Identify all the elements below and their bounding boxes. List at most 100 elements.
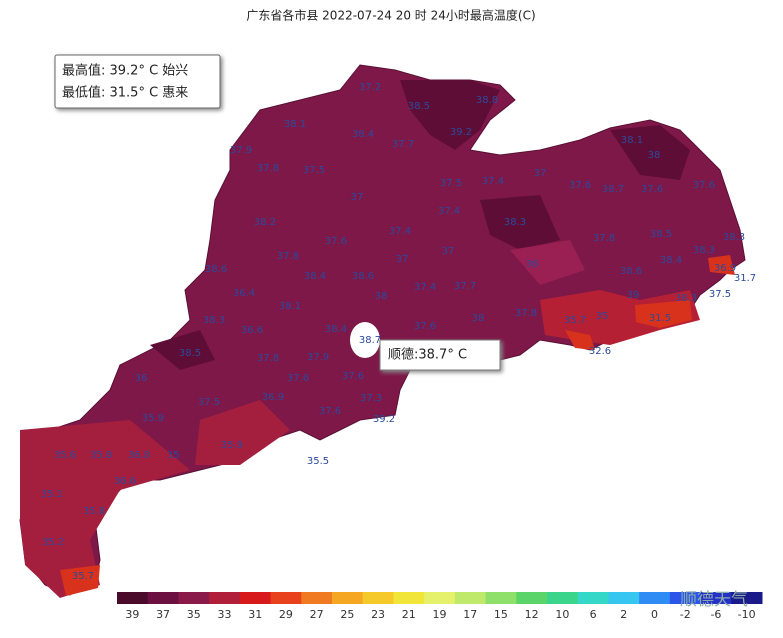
colorbar-segment [362, 592, 394, 604]
county-value: 37.5 [440, 178, 462, 189]
county-value: 37.4 [414, 282, 436, 293]
colorbar-label: 33 [218, 608, 232, 621]
colorbar-segment [393, 592, 425, 604]
county-value: 35.7 [564, 315, 586, 326]
colorbar-segment [547, 592, 579, 604]
colorbar-label: 29 [279, 608, 293, 621]
county-value: 37 [351, 192, 364, 203]
county-value: 37.6 [287, 373, 309, 384]
county-value: 38 [472, 313, 485, 324]
county-value: 38.3 [693, 245, 715, 256]
county-value: 36 [135, 373, 148, 384]
county-value: 37 [534, 168, 547, 179]
colorbar-label: 19 [433, 608, 447, 621]
county-value: 35.1 [41, 489, 63, 500]
county-value: 37 [442, 246, 455, 257]
county-value: 37.6 [342, 371, 364, 382]
colorbar-segment [270, 592, 302, 604]
county-value: 37.7 [454, 281, 476, 292]
colorbar-label: 25 [340, 608, 354, 621]
summary-box: 最高值: 39.2° C 始兴 最低值: 31.5° C 惠来 [54, 54, 221, 109]
county-value: 38.8 [476, 95, 498, 106]
colorbar-segment [178, 592, 210, 604]
county-value: 38.3 [504, 217, 526, 228]
county-value: 37.6 [693, 180, 715, 191]
colorbar-segment [147, 592, 179, 604]
tooltip: 顺德:38.7° C [379, 339, 501, 371]
county-value: 37.5 [709, 289, 731, 300]
county-value: 37.8 [277, 251, 299, 262]
colorbar: 39 37 35 33 31 29 27 25 23 21 19 17 15 12 10 6 2 0 -2 -6 -10 [117, 592, 763, 621]
county-value: 37.6 [325, 236, 347, 247]
county-value: 37.6 [414, 321, 436, 332]
county-value: 36 [526, 259, 539, 270]
county-value: 36.4 [233, 288, 255, 299]
county-value: 36.6 [241, 325, 263, 336]
county-value: 38.6 [205, 264, 227, 275]
colorbar-segment [731, 592, 763, 604]
colorbar-label: 37 [156, 608, 170, 621]
county-value: 38.4 [325, 324, 347, 335]
county-value: 35.6 [54, 450, 76, 461]
county-value: 36.6 [114, 476, 136, 487]
county-value: 31.5 [649, 313, 671, 324]
colorbar-segment [700, 592, 732, 604]
colorbar-label: 35 [187, 608, 201, 621]
county-value: 35.7 [72, 571, 94, 582]
colorbar-label: 23 [371, 608, 385, 621]
county-value: 35.2 [42, 537, 64, 548]
county-value: 37.9 [307, 352, 329, 363]
tooltip-text: 顺德:38.7° C [388, 348, 467, 363]
colorbar-label: 31 [248, 608, 262, 621]
colorbar-label: 10 [555, 608, 569, 621]
county-value: 35.9 [142, 413, 164, 424]
colorbar-label: -2 [680, 608, 691, 621]
county-value: 39.2 [450, 127, 472, 138]
county-value: 38.1 [279, 301, 301, 312]
colorbar-label: 15 [494, 608, 508, 621]
county-value: 37.9 [230, 145, 252, 156]
county-value: 38.4 [660, 255, 682, 266]
colorbar-label: 21 [402, 608, 416, 621]
colorbar-label: 0 [651, 608, 658, 621]
county-value: 38 [648, 150, 661, 161]
county-value: 37.6 [569, 180, 591, 191]
colorbar-label: -6 [710, 608, 721, 621]
colorbar-label: 27 [310, 608, 324, 621]
colorbar-segment [669, 592, 702, 604]
county-value: 38.1 [621, 135, 643, 146]
county-value: 37.8 [257, 353, 279, 364]
county-value: 38.2 [254, 217, 276, 228]
county-value: 35 [596, 311, 609, 322]
county-value: 37.5 [198, 397, 220, 408]
colorbar-segment [608, 592, 640, 604]
county-value: 37.2 [359, 82, 381, 93]
colorbar-segment [117, 592, 149, 604]
county-value: 37.8 [257, 163, 279, 174]
colorbar-segment [454, 592, 487, 604]
county-value: 35 [167, 450, 180, 461]
region-shades [20, 80, 735, 598]
county-value: 38.3 [203, 315, 225, 326]
county-value: 38.4 [304, 271, 326, 282]
colorbar-segment [516, 592, 548, 604]
colorbar-segment [209, 592, 241, 604]
colorbar-label: 12 [525, 608, 539, 621]
colorbar-segment [639, 592, 671, 604]
county-value: 37.6 [319, 406, 341, 417]
county-value: 35.8 [90, 450, 112, 461]
colorbar-label: 17 [463, 608, 477, 621]
county-value: 37.4 [482, 176, 504, 187]
colorbar-segment [301, 592, 333, 604]
county-value: 31.7 [734, 273, 756, 284]
county-value: 37.4 [438, 206, 460, 217]
county-value: 37.8 [515, 308, 537, 319]
county-value: 35.8 [83, 506, 105, 517]
colorbar-segment [332, 592, 364, 604]
county-value: 38.1 [284, 119, 306, 130]
county-value: 38.5 [408, 101, 430, 112]
max-line: 最高值: 39.2° C 始兴 [62, 63, 188, 79]
county-value: 38.7 [602, 184, 624, 195]
county-value: 38.6 [620, 266, 642, 277]
